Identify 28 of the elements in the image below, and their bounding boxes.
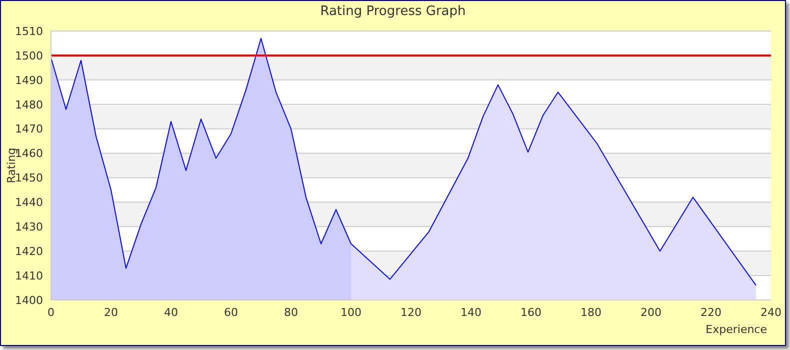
y-tick-label: 1440 bbox=[15, 196, 43, 210]
x-tick-label: 20 bbox=[104, 306, 118, 319]
y-tick-label: 1510 bbox=[15, 24, 43, 38]
y-tick-label: 1490 bbox=[15, 74, 43, 87]
y-tick-label: 1410 bbox=[15, 269, 43, 282]
y-tick-label: 1470 bbox=[15, 122, 43, 136]
y-tick-label: 1400 bbox=[15, 294, 43, 307]
y-tick-label: 1460 bbox=[15, 147, 43, 160]
y-tick-label: 1500 bbox=[15, 49, 43, 62]
x-tick-label: 160 bbox=[520, 306, 542, 319]
x-tick-label: 100 bbox=[340, 306, 362, 319]
y-tick-label: 1430 bbox=[15, 220, 43, 234]
x-tick-label: 40 bbox=[164, 306, 178, 319]
x-tick-label: 220 bbox=[700, 306, 722, 319]
y-tick-label: 1450 bbox=[15, 172, 43, 185]
x-tick-label: 120 bbox=[400, 306, 422, 319]
y-tick-label: 1480 bbox=[15, 98, 43, 112]
y-axis-title: Rating bbox=[4, 148, 18, 184]
x-tick-label: 240 bbox=[760, 306, 782, 319]
x-tick-label: 200 bbox=[640, 306, 662, 319]
x-tick-label: 60 bbox=[224, 306, 238, 319]
x-axis-title: Experience bbox=[706, 323, 767, 336]
x-tick-label: 140 bbox=[460, 306, 482, 319]
chart-title: Rating Progress Graph bbox=[319, 4, 467, 19]
x-tick-label: 0 bbox=[48, 306, 54, 319]
x-tick-label: 80 bbox=[284, 306, 298, 319]
y-tick-label: 1420 bbox=[15, 244, 43, 258]
x-tick-label: 180 bbox=[580, 306, 602, 319]
